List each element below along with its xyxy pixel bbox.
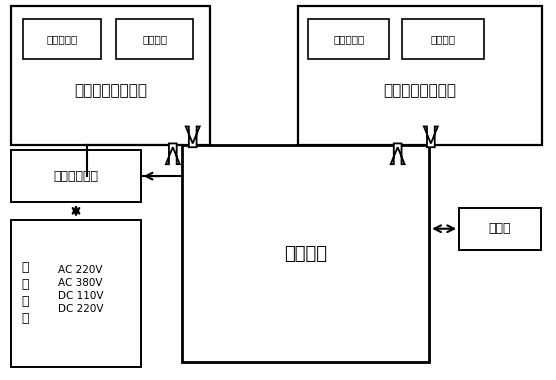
Text: 主控单元: 主控单元: [284, 245, 327, 263]
Text: 控制回路测试模块: 控制回路测试模块: [75, 84, 147, 98]
Polygon shape: [391, 143, 405, 164]
Text: AC 220V
AC 380V
DC 110V
DC 220V: AC 220V AC 380V DC 110V DC 220V: [58, 264, 104, 314]
Text: 触摸屏: 触摸屏: [489, 222, 511, 235]
Text: 输出信号源: 输出信号源: [47, 34, 78, 44]
Bar: [23, 19, 101, 59]
Text: 输出信号源: 输出信号源: [333, 34, 364, 44]
Polygon shape: [166, 143, 180, 164]
Bar: [308, 19, 389, 59]
Polygon shape: [186, 127, 200, 147]
Bar: [11, 150, 141, 202]
Bar: [11, 220, 141, 367]
Text: 电源分配单元: 电源分配单元: [53, 169, 98, 183]
Bar: [116, 19, 193, 59]
Bar: [11, 6, 210, 145]
Bar: [182, 145, 429, 362]
Polygon shape: [424, 127, 438, 147]
Bar: [298, 6, 542, 145]
Bar: [459, 208, 540, 250]
Bar: [403, 19, 484, 59]
Text: 测量信号: 测量信号: [142, 34, 167, 44]
Text: 电机回路测试模块: 电机回路测试模块: [383, 84, 456, 98]
Text: 测量信号: 测量信号: [431, 34, 456, 44]
Text: 测
试
电
源: 测 试 电 源: [22, 261, 29, 325]
